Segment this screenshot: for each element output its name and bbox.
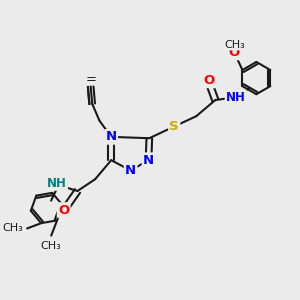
Text: N: N (106, 130, 117, 143)
Text: =: = (85, 73, 96, 86)
Text: NH: NH (226, 91, 246, 103)
Text: CH₃: CH₃ (3, 224, 24, 233)
Text: S: S (169, 120, 179, 133)
Text: O: O (204, 74, 215, 87)
Text: O: O (229, 46, 240, 59)
Text: O: O (58, 204, 69, 217)
Text: CH₃: CH₃ (224, 40, 245, 50)
Text: N: N (143, 154, 154, 167)
Text: N: N (125, 164, 136, 177)
Text: CH₃: CH₃ (41, 241, 62, 251)
Text: NH: NH (47, 177, 67, 190)
